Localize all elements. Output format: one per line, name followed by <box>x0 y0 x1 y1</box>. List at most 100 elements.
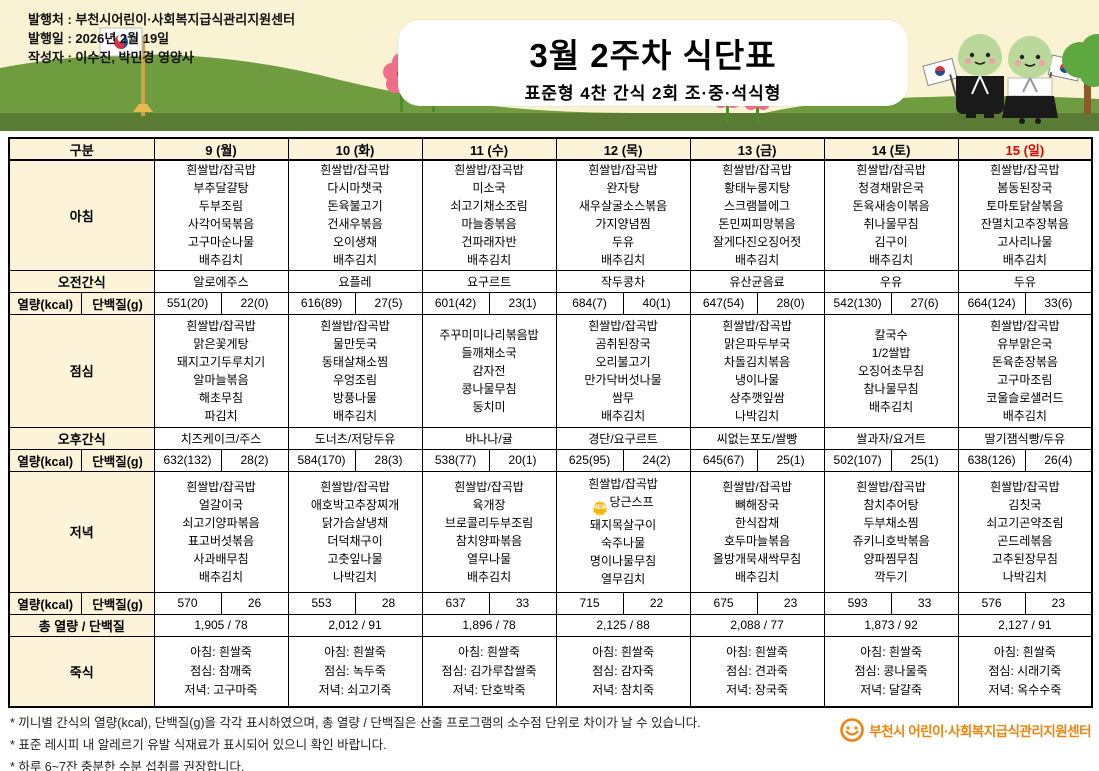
pm-snack-day4: 경단/요구르트 <box>555 426 691 450</box>
menu-item: 배추김치 <box>600 253 646 268</box>
kcal2-day6: 502(107) <box>823 448 892 472</box>
total-day3: 1,896 / 78 <box>421 613 557 637</box>
menu-item: 양파찜무침 <box>863 551 919 566</box>
porridge-item: 점심: 견과죽 <box>726 663 788 678</box>
dinner-cell-day4: 흰쌀밥/잡곡밥 NEW 당근스프 돼지목살구이 숙주나물 명이나물무침 열무김치 <box>555 470 691 593</box>
protein1-day5: 28(0) <box>756 291 825 315</box>
menu-item: 참치추어탕 <box>863 497 919 512</box>
menu-item: 표고버섯볶음 <box>187 533 255 548</box>
menu-item: 흰쌀밥/잡곡밥 <box>186 479 256 494</box>
protein3-day1: 26 <box>220 591 289 615</box>
menu-item: 흰쌀밥/잡곡밥 <box>990 318 1060 333</box>
menu-item: 흰쌀밥/잡곡밥 <box>186 163 256 178</box>
kcal3-day1: 570 <box>153 591 222 615</box>
menu-item: 흰쌀밥/잡곡밥 <box>856 163 926 178</box>
kcal1-day4: 684(7) <box>555 291 624 315</box>
hill-left <box>0 54 1099 131</box>
menu-item: 뼈해장국 <box>734 497 780 512</box>
kcal3-day7: 576 <box>957 591 1026 615</box>
issue-date-line: 발행일 : 2026년 2월 19일 <box>28 31 170 46</box>
protein2-day2: 28(3) <box>354 448 423 472</box>
porridge-item: 저녁: 달걀죽 <box>860 682 923 697</box>
porridge-item: 아침: 흰쌀죽 <box>993 644 1056 659</box>
menu-item: NEW 당근스프 <box>557 493 689 516</box>
total-day4: 2,125 / 88 <box>555 613 691 637</box>
menu-item: 얼갈이국 <box>198 497 244 512</box>
am-snack-day1: 알로에주스 <box>153 269 289 293</box>
kcal1-day5: 647(54) <box>689 291 758 315</box>
menu-item: 쇠고기곤약조림 <box>986 515 1064 530</box>
menu-item: 돈민찌피망볶음 <box>718 217 796 232</box>
lunch-cell-day2: 흰쌀밥/잡곡밥 물만둣국 동태살채소찜 우엉조림 방풍나물 배추김치 <box>287 313 423 428</box>
menu-item: 흰쌀밥/잡곡밥 <box>588 318 658 333</box>
day-header: 10 (화) <box>287 137 423 161</box>
porridge-day5: 아침: 흰쌀죽 점심: 견과죽 저녁: 장국죽 <box>689 635 825 708</box>
day-header: 11 (수) <box>421 137 557 161</box>
porridge-item: 저녁: 쇠고기죽 <box>318 682 392 697</box>
menu-item: 배추김치 <box>1002 253 1047 268</box>
menu-item: 마늘종볶음 <box>461 217 517 232</box>
smiley-icon <box>840 718 864 742</box>
protein1-day7: 33(6) <box>1024 291 1093 315</box>
menu-item: 가지양념찜 <box>595 217 651 232</box>
menu-item: 참나물무침 <box>863 381 919 396</box>
protein2-day7: 26(4) <box>1024 448 1093 472</box>
menu-item: 흰쌀밥/잡곡밥 <box>722 479 792 494</box>
porridge-item: 아침: 흰쌀죽 <box>860 644 923 659</box>
menu-item: 만가닥버섯나물 <box>584 372 662 387</box>
porridge-item: 아침: 흰쌀죽 <box>592 644 654 659</box>
menu-item: 열무김치 <box>600 572 646 586</box>
menu-item: 더덕채구이 <box>327 533 383 548</box>
title-box: 3월 2주차 식단표 표준형 4찬 간식 2회 조·중·석식형 <box>398 20 908 106</box>
menu-item: 배추김치 <box>466 569 512 584</box>
menu-item: 열무나물 <box>466 551 512 566</box>
kcal1-day2: 616(89) <box>287 291 356 315</box>
kcal2-day5: 645(67) <box>689 448 758 472</box>
porridge-day4: 아침: 흰쌀죽 점심: 감자죽 저녁: 참치죽 <box>555 635 691 708</box>
protein3-day4: 22 <box>622 591 691 615</box>
menu-item: 쥬키니호박볶음 <box>852 533 930 548</box>
menu-item: 육개장 <box>472 497 506 512</box>
protein2-day5: 25(1) <box>756 448 825 472</box>
menu-item: 파김치 <box>204 408 238 423</box>
lunch-cell-day1: 흰쌀밥/잡곡밥 맑은꽃게탕 돼지고기두루치기 알마늘볶음 해초무침 파김치 <box>153 313 289 428</box>
footnote: * 끼니별 간식의 열량(kcal), 단백질(g)을 각각 표시하였으며, 총… <box>10 716 701 730</box>
menu-item: 잔멸치고추장볶음 <box>980 217 1070 232</box>
menu-item: 상추깻잎쌈 <box>729 390 785 405</box>
menu-item: 김구이 <box>874 235 908 250</box>
menu-item: 동태살채소찜 <box>321 354 389 369</box>
menu-item: 흰쌀밥/잡곡밥 <box>722 163 792 178</box>
dinner-cell-day1: 흰쌀밥/잡곡밥 얼갈이국 쇠고기양파볶음 표고버섯볶음 사과배무침 배추김치 <box>153 470 289 593</box>
kcal3-day2: 553 <box>287 591 356 615</box>
menu-item: 고춧잎나물 <box>327 551 383 566</box>
porridge-item: 저녁: 고구마죽 <box>184 682 258 697</box>
menu-item: 고추된장무침 <box>991 551 1058 566</box>
menu-item: 다시마챗국 <box>327 181 383 196</box>
menu-item: 돈육춘장볶음 <box>991 354 1058 369</box>
menu-item: 나박김치 <box>1002 569 1047 584</box>
menu-item: 쌈무 <box>612 390 635 405</box>
menu-item: 쇠고기채소조림 <box>450 199 528 214</box>
total-day7: 2,127 / 91 <box>957 613 1093 637</box>
menu-item: 참치양파볶음 <box>455 533 523 548</box>
am-snack-day5: 유산균음료 <box>689 269 825 293</box>
day-header: 12 (목) <box>555 137 691 161</box>
menu-item: 해초무침 <box>198 390 244 405</box>
protein1-day6: 27(6) <box>890 291 959 315</box>
protein2-day4: 24(2) <box>622 448 691 472</box>
row-label-pm-snack: 오후간식 <box>8 426 155 450</box>
menu-item: 흰쌀밥/잡곡밥 <box>990 479 1060 494</box>
menu-item: 차돌김치볶음 <box>723 354 791 369</box>
breakfast-cell-day5: 흰쌀밥/잡곡밥 황태누룽지탕 스크램블에그 돈민찌피망볶음 잘게다진오징어젓 배추김치 <box>689 159 825 271</box>
menu-item: 콩나물무침 <box>461 381 517 396</box>
porridge-item: 점심: 시래기죽 <box>988 663 1062 678</box>
menu-item: 건파래자반 <box>461 235 517 250</box>
lunch-cell-day4: 흰쌀밥/잡곡밥 곰취된장국 오리불고기 만가닥버섯나물 쌈무 배추김치 <box>555 313 691 428</box>
am-snack-day2: 요플레 <box>287 269 423 293</box>
menu-item: 황태누룽지탕 <box>723 181 791 196</box>
dinner-cell-day6: 흰쌀밥/잡곡밥 참치추어탕 두부채소찜 쥬키니호박볶음 양파찜무침 깍두기 <box>823 470 959 593</box>
am-snack-day3: 요구르트 <box>421 269 557 293</box>
menu-item: 배추김치 <box>734 253 780 268</box>
porridge-item: 아침: 흰쌀죽 <box>190 644 252 659</box>
menu-item: 방풍나물 <box>332 390 378 405</box>
